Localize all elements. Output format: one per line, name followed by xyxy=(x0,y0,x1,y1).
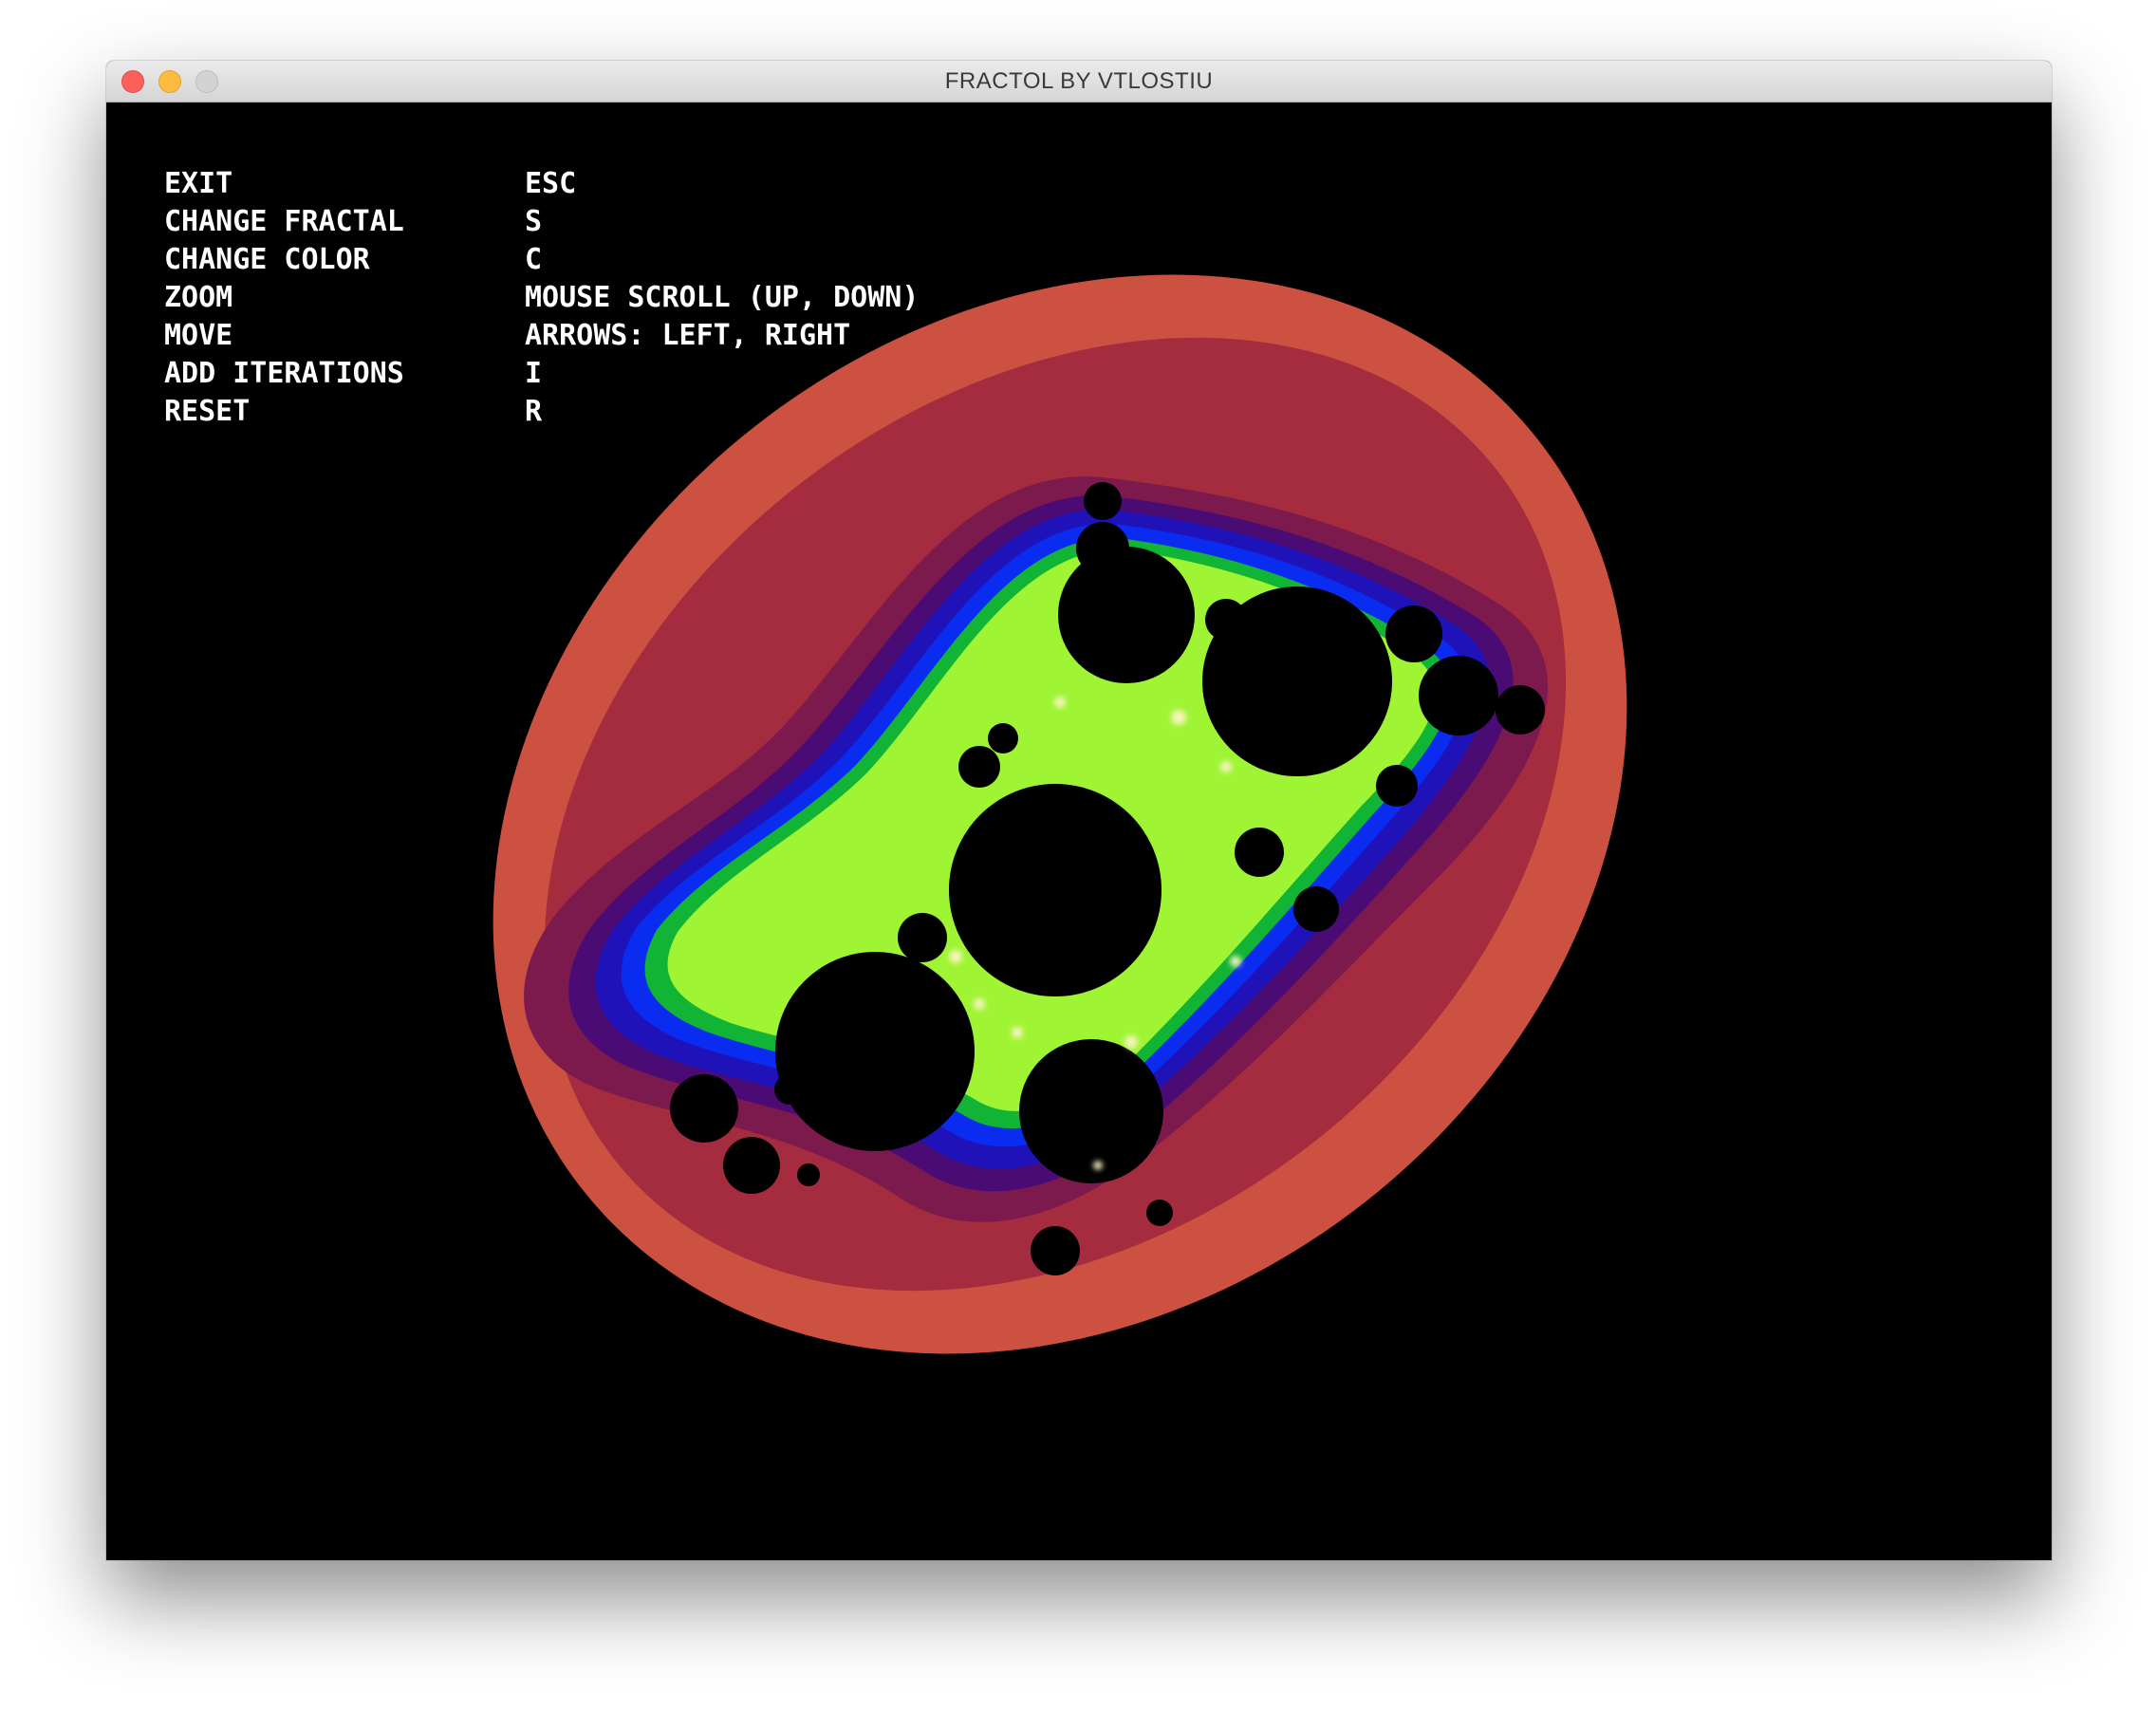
core xyxy=(670,482,1545,1275)
help-key: C xyxy=(525,243,543,276)
window-title: FRACTOL BY VTLOSTIU xyxy=(944,68,1214,94)
fractal-render xyxy=(493,274,1627,1354)
fractal-canvas[interactable]: EXIT ESC CHANGE FRACTAL S CHANGE COLOR C ZO… xyxy=(106,102,2052,1560)
help-label: CHANGE FRACTAL xyxy=(164,205,404,238)
help-key: MOUSE SCROLL (UP, DOWN) xyxy=(525,281,920,314)
minimize-button[interactable] xyxy=(158,70,181,93)
help-key: ESC xyxy=(525,167,577,200)
help-key: I xyxy=(525,357,543,390)
help-row-exit: EXIT ESC xyxy=(164,165,919,203)
help-row-change-color: CHANGE COLOR C xyxy=(164,241,919,279)
help-key: ARROWS: LEFT, RIGHT xyxy=(525,319,851,352)
help-label: MOVE xyxy=(164,319,233,352)
highlights xyxy=(949,697,1241,1170)
help-label: CHANGE COLOR xyxy=(164,243,370,276)
help-row-add-iterations: ADD ITERATIONS I xyxy=(164,355,919,393)
help-row-zoom: ZOOM MOUSE SCROLL (UP, DOWN) xyxy=(164,279,919,317)
help-label: ZOOM xyxy=(164,281,233,314)
help-label: RESET xyxy=(164,395,251,428)
help-row-change-fractal: CHANGE FRACTAL S xyxy=(164,203,919,241)
help-row-reset: RESET R xyxy=(164,393,919,431)
close-button[interactable] xyxy=(121,70,144,93)
help-key: R xyxy=(525,395,543,428)
julia-set xyxy=(493,274,1627,1354)
help-row-move: MOVE ARROWS: LEFT, RIGHT xyxy=(164,317,919,355)
help-overlay: EXIT ESC CHANGE FRACTAL S CHANGE COLOR C ZO… xyxy=(164,165,919,431)
help-label: EXIT xyxy=(164,167,233,200)
zoom-button[interactable] xyxy=(195,70,218,93)
help-key: S xyxy=(525,205,543,238)
help-label: ADD ITERATIONS xyxy=(164,357,404,390)
title-bar[interactable]: FRACTOL BY VTLOSTIU xyxy=(106,61,2052,102)
app-window: FRACTOL BY VTLOSTIU xyxy=(106,61,2052,1560)
